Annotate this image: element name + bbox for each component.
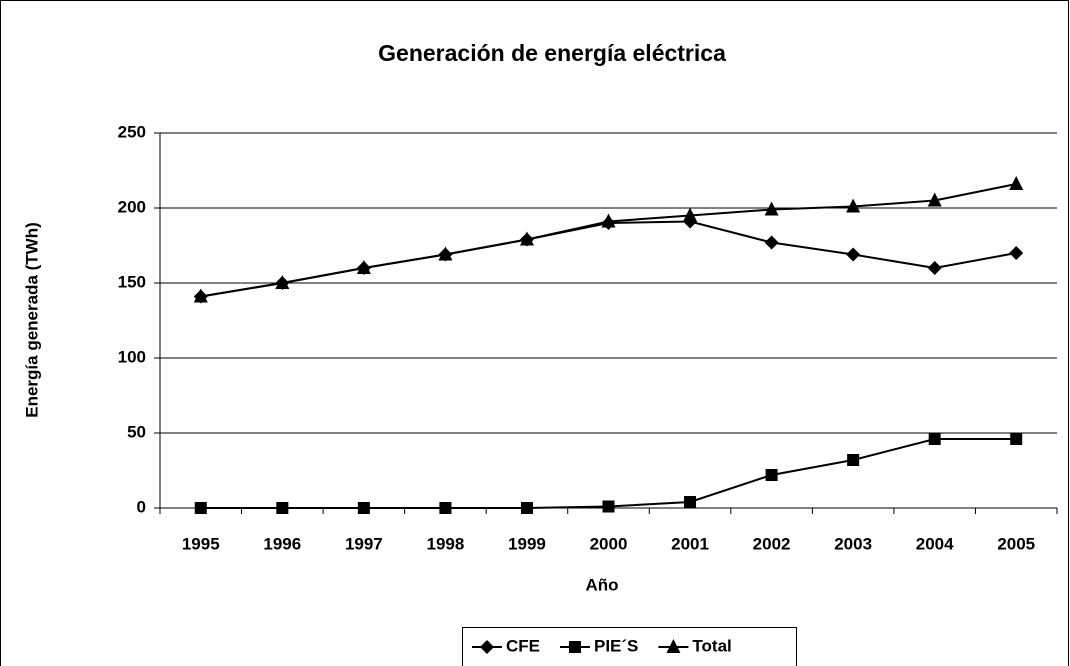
- legend-label: CFE: [506, 636, 540, 655]
- x-tick-label: 2004: [916, 534, 954, 553]
- y-tick-label: 100: [118, 347, 146, 366]
- marker: [520, 502, 533, 514]
- marker: [1009, 176, 1024, 190]
- x-tick-label: 2005: [997, 534, 1035, 553]
- x-tick-label: 2003: [834, 534, 872, 553]
- x-tick-label: 1997: [345, 534, 383, 553]
- x-tick-label: 2002: [753, 534, 791, 553]
- y-tick-label: 250: [118, 122, 146, 141]
- marker: [194, 502, 207, 514]
- marker: [438, 246, 453, 261]
- x-tick-label: 1999: [508, 534, 546, 553]
- marker: [928, 433, 941, 445]
- x-tick-label: 1998: [426, 534, 464, 553]
- legend: [462, 627, 797, 666]
- marker: [439, 502, 452, 514]
- y-tick-label: 0: [137, 497, 146, 516]
- x-tick-label: 1995: [182, 534, 220, 553]
- marker: [683, 207, 698, 222]
- marker: [1010, 433, 1023, 445]
- marker: [666, 639, 681, 653]
- marker: [601, 213, 616, 228]
- marker: [764, 201, 779, 216]
- y-tick-label: 200: [118, 197, 146, 216]
- y-axis-label: Energía generada (TWh): [22, 222, 41, 418]
- x-tick-label: 2001: [671, 534, 709, 553]
- legend-label: PIE´S: [594, 636, 638, 655]
- chart-title: Generación de energía eléctrica: [378, 40, 726, 66]
- marker: [275, 275, 290, 289]
- marker: [193, 288, 208, 303]
- marker: [569, 641, 581, 653]
- legend-label: Total: [692, 636, 731, 655]
- marker: [846, 198, 861, 213]
- y-tick-label: 150: [118, 272, 146, 291]
- marker: [847, 454, 860, 466]
- marker: [764, 235, 779, 250]
- marker: [765, 469, 778, 481]
- marker: [684, 496, 697, 508]
- marker: [276, 502, 289, 514]
- x-tick-label: 2000: [590, 534, 628, 553]
- marker: [1009, 246, 1024, 260]
- marker: [357, 502, 370, 514]
- marker: [927, 261, 942, 275]
- marker: [602, 500, 615, 513]
- marker: [356, 260, 371, 274]
- marker: [927, 192, 942, 207]
- marker: [846, 247, 861, 262]
- marker: [480, 640, 494, 654]
- x-tick-label: 1996: [263, 534, 301, 553]
- y-tick-label: 50: [127, 422, 146, 441]
- marker: [519, 231, 534, 246]
- x-axis-label: Año: [585, 575, 618, 594]
